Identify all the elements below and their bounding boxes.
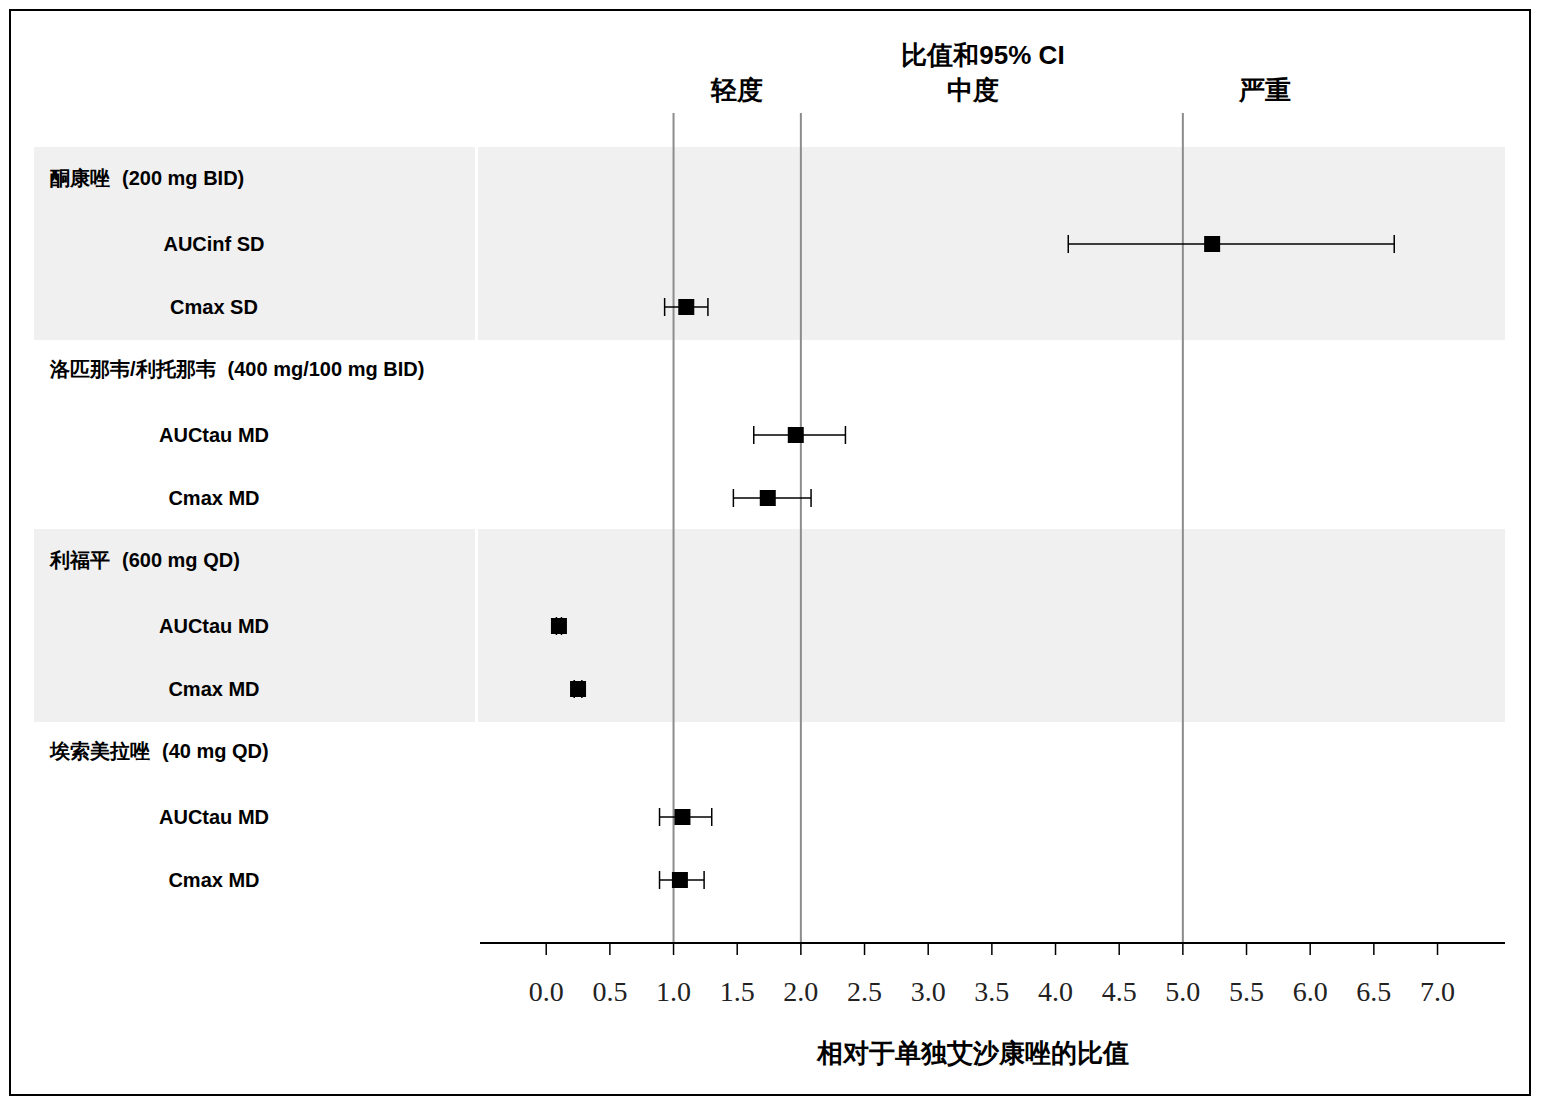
group-dose: (40 mg QD): [162, 740, 269, 762]
x-tick-label: 7.0: [1420, 976, 1455, 1007]
row-label: Cmax MD: [168, 678, 259, 700]
group-dose: (400 mg/100 mg BID): [228, 358, 425, 380]
x-tick: [1309, 943, 1311, 955]
x-tick-label: 4.5: [1102, 976, 1137, 1007]
x-axis-label: 相对于单独艾沙康唑的比值: [816, 1038, 1129, 1068]
row-label: AUCtau MD: [159, 615, 269, 637]
point-estimate: [570, 681, 586, 697]
x-tick: [1055, 943, 1057, 955]
reference-line: [800, 113, 802, 943]
band-separator: [475, 147, 478, 340]
point-estimate: [678, 299, 694, 315]
row-label: Cmax MD: [168, 487, 259, 509]
reference-line: [1182, 113, 1184, 943]
reference-line: [673, 113, 675, 943]
group-label: 利福平 (600 mg QD): [49, 549, 240, 571]
group-name: 利福平: [49, 549, 110, 571]
row-label: AUCtau MD: [159, 424, 269, 446]
title: 比值和95% CI: [901, 40, 1064, 70]
x-tick: [800, 943, 802, 955]
x-tick: [609, 943, 611, 955]
error-bar: [1068, 235, 1394, 253]
plot-area: [551, 113, 1394, 943]
frame: [10, 10, 1530, 1095]
x-tick: [1373, 943, 1375, 955]
x-tick-label: 5.5: [1229, 976, 1264, 1007]
x-tick-label: 0.0: [529, 976, 564, 1007]
error-bar: [665, 298, 708, 316]
error-bar: [733, 489, 811, 507]
point-estimate: [760, 490, 776, 506]
group-dose: (200 mg BID): [122, 167, 244, 189]
chart: 比值和95% CI 轻度 中度 严重酮康唑 (200 mg BID) AUCinf SD C…: [0, 0, 1542, 1103]
point-estimate: [551, 618, 567, 634]
error-bar: [754, 426, 846, 444]
row-label: Cmax MD: [168, 869, 259, 891]
point-estimate: [674, 809, 690, 825]
x-tick: [1246, 943, 1248, 955]
x-tick: [991, 943, 993, 955]
group-label: 埃索美拉唑 (40 mg QD): [49, 740, 269, 762]
group-name: 洛匹那韦/利托那韦: [49, 358, 216, 380]
x-tick: [1437, 943, 1439, 955]
x-tick: [673, 943, 675, 955]
x-tick-label: 6.5: [1356, 976, 1391, 1007]
x-tick-label: 3.5: [974, 976, 1009, 1007]
region-label: 严重: [1238, 75, 1291, 105]
x-tick: [1118, 943, 1120, 955]
x-tick-label: 6.0: [1293, 976, 1328, 1007]
point-estimate: [1204, 236, 1220, 252]
x-tick-label: 0.5: [592, 976, 627, 1007]
x-tick: [736, 943, 738, 955]
x-tick-label: 1.5: [720, 976, 755, 1007]
row-label: AUCtau MD: [159, 806, 269, 828]
group-label: 洛匹那韦/利托那韦 (400 mg/100 mg BID): [49, 358, 424, 380]
error-bar: [660, 808, 712, 826]
group-band: [34, 529, 1505, 722]
group-band: [34, 147, 1505, 340]
x-tick: [1182, 943, 1184, 955]
x-tick-label: 5.0: [1165, 976, 1200, 1007]
row-label: Cmax SD: [170, 296, 258, 318]
error-bar: [660, 871, 705, 889]
x-tick-label: 2.5: [847, 976, 882, 1007]
group-label: 酮康唑 (200 mg BID): [50, 167, 244, 189]
group-name: 埃索美拉唑: [49, 740, 150, 762]
x-tick-label: 2.0: [783, 976, 818, 1007]
x-tick-label: 1.0: [656, 976, 691, 1007]
x-tick-label: 3.0: [911, 976, 946, 1007]
region-label: 中度: [947, 75, 999, 105]
row-label: AUCinf SD: [163, 233, 264, 255]
x-tick-label: 4.0: [1038, 976, 1073, 1007]
band-separator: [475, 529, 478, 722]
region-label: 轻度: [710, 75, 763, 105]
group-name: 酮康唑: [50, 167, 110, 189]
point-estimate: [788, 427, 804, 443]
x-tick: [927, 943, 929, 955]
x-tick: [545, 943, 547, 955]
point-estimate: [672, 872, 688, 888]
group-dose: (600 mg QD): [122, 549, 240, 571]
x-tick: [864, 943, 866, 955]
